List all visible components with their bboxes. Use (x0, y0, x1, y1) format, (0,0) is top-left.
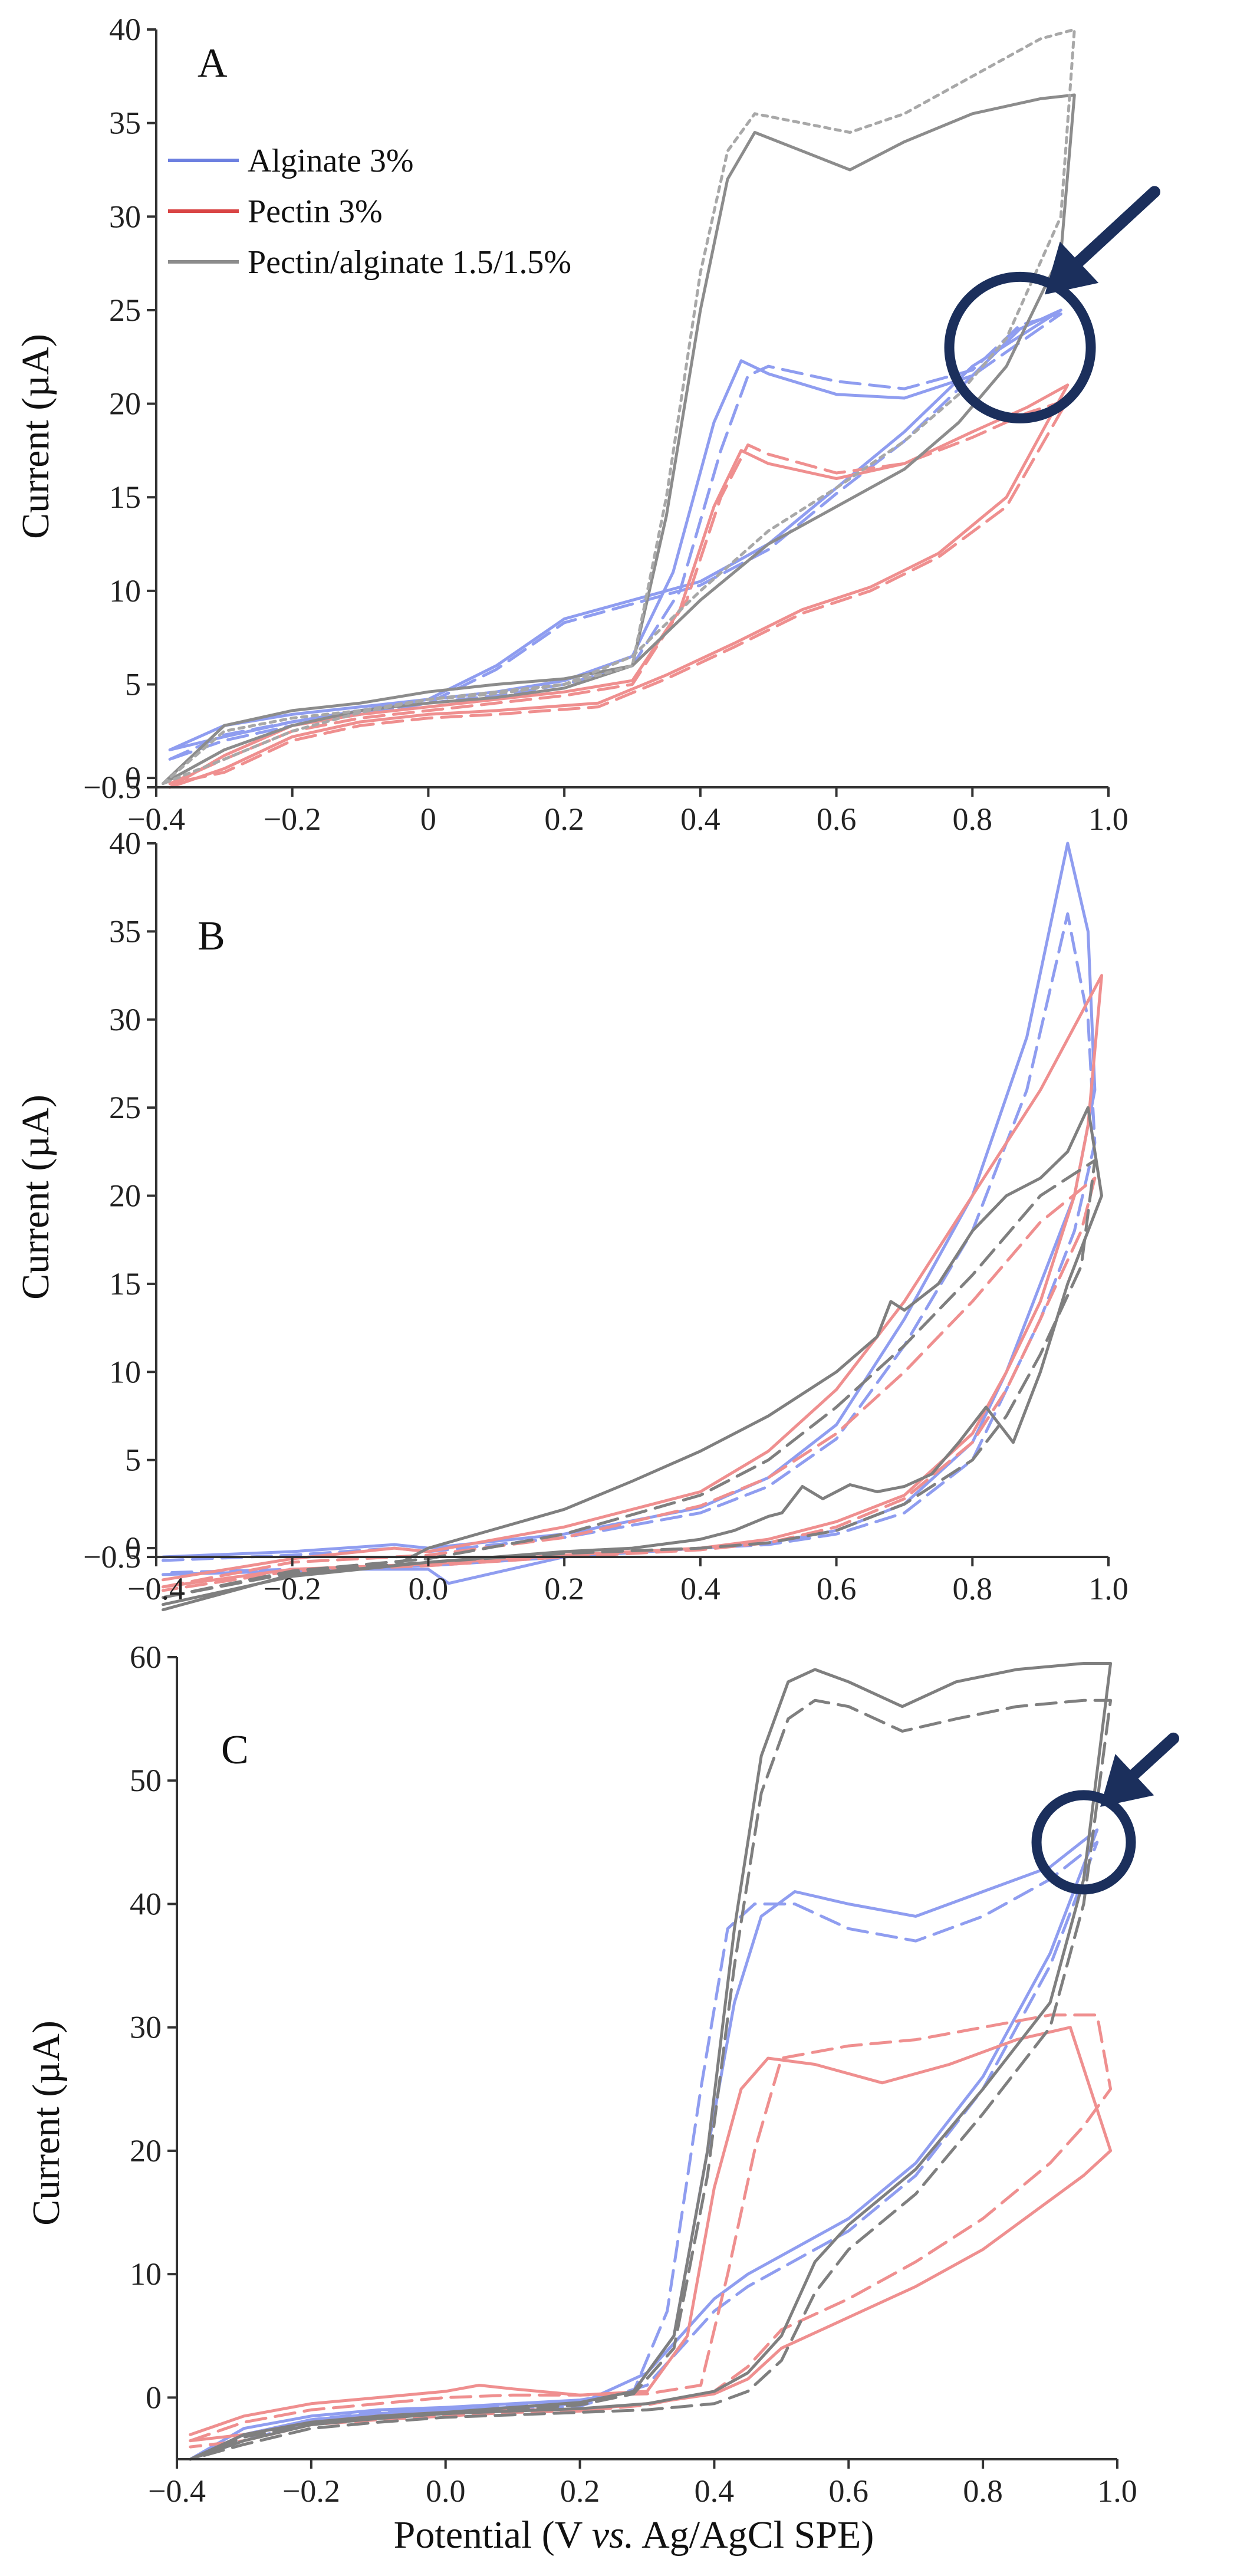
x-axis-title: Potential (V vs. Ag/AgCl SPE) (394, 2513, 874, 2557)
y-tick-label: 50 (130, 1763, 162, 1798)
series-b-5-dash (162, 1159, 1097, 1599)
series-a-3-dash (168, 398, 1070, 786)
x-tick-label: −0.2 (264, 801, 321, 837)
series-b-4-solid (162, 1106, 1103, 1612)
y-tick-label: −0.5 (83, 1539, 141, 1575)
chart-panel-b: −0.4 −0.2 0.0 0.2 0.4 0.6 0.8 1.0 −0.50 5 10 15 20 25… (14, 826, 1128, 1612)
x-tick-label: 0.0 (409, 1571, 449, 1606)
arrow-head-icon (1100, 1754, 1154, 1807)
x-tick-label: 0.2 (544, 1571, 584, 1606)
x-axis-title-italic: vs. (592, 2513, 634, 2557)
series-b-3-dash (162, 1177, 1097, 1592)
legend-item-alginate: Alginate 3% (168, 143, 413, 179)
panel-c-series (189, 1662, 1113, 2461)
y-axis-title-a: Current (µA) (14, 334, 57, 539)
y-tick-label: 35 (109, 106, 141, 141)
y-tick-label: 40 (109, 12, 141, 47)
series-c-3-dash (189, 2013, 1113, 2449)
y-tick-label: 10 (130, 2256, 162, 2292)
series-c-4-solid (189, 1662, 1113, 2461)
series-a-4-solid (162, 93, 1076, 786)
x-tick-label: 0 (420, 801, 436, 837)
x-tick-label: 1.0 (1088, 1571, 1128, 1606)
x-tick-label: −0.2 (264, 1571, 321, 1606)
y-axis-title-c: Current (µA) (25, 2020, 68, 2226)
x-axis-title-main: Potential (V (394, 2513, 592, 2557)
panel-b-series (162, 842, 1103, 1612)
panel-a-axes: −0.4 −0.2 0 0.2 0.4 0.6 0.8 1.0−0.5051015202530… (83, 12, 1161, 837)
highlight-circle (944, 271, 1096, 423)
x-tick-label: 0.2 (544, 801, 584, 837)
x-tick-label: −0.4 (148, 2473, 206, 2509)
chart-panel-c: −0.4 −0.2 0.0 0.2 0.4 0.6 0.8 1.00102030405060 … (25, 1639, 1180, 2509)
y-tick-label: 5 (125, 666, 141, 702)
legend: Alginate 3% Pectin 3% Pectin/alginate 1.… (168, 143, 571, 281)
x-tick-label: 0.6 (817, 801, 857, 837)
arrow-head-icon (1045, 241, 1099, 295)
legend-item-pectin: Pectin 3% (168, 193, 383, 230)
x-tick-label: 0.6 (829, 2473, 869, 2509)
panel-label-b: B (198, 914, 225, 959)
y-tick-label: 30 (130, 2010, 162, 2045)
x-axis-title-tail: Ag/AgCl SPE) (634, 2513, 874, 2557)
x-tick-label: 0.4 (680, 1571, 720, 1606)
y-tick-label: 15 (109, 479, 141, 515)
y-tick-label: 10 (109, 1354, 141, 1389)
y-tick-label: 10 (109, 573, 141, 609)
panel-b-axes: −0.4 −0.2 0.0 0.2 0.4 0.6 0.8 1.0 −0.50 5 10 15 20 25… (83, 826, 1128, 1606)
y-tick-label: 20 (130, 2133, 162, 2168)
y-tick-label: 25 (109, 1090, 141, 1125)
legend-label-alginate: Alginate 3% (248, 143, 413, 179)
panel-label-a: A (198, 41, 228, 86)
panel-c-axes: −0.4 −0.2 0.0 0.2 0.4 0.6 0.8 1.0 0 10 20 30 40 50 60 (130, 1639, 1180, 2509)
y-tick-label: 40 (130, 1886, 162, 1921)
panel-label-c: C (221, 1727, 249, 1773)
y-tick-label: 0 (146, 2380, 162, 2415)
y-tick-label: −0.5 (83, 770, 141, 805)
y-tick-label: 30 (109, 1002, 141, 1037)
x-tick-label: 0.4 (695, 2473, 735, 2509)
y-tick-label: 25 (109, 293, 141, 328)
y-tick-label: 60 (130, 1639, 162, 1675)
series-a-5-dot (162, 28, 1076, 786)
legend-item-pectin-alginate: Pectin/alginate 1.5/1.5% (168, 244, 571, 281)
x-tick-label: 1.0 (1097, 2473, 1137, 2509)
y-tick-label: 0 (125, 1530, 141, 1566)
y-tick-label: 30 (109, 199, 141, 234)
x-tick-label: 0.2 (560, 2473, 600, 2509)
series-c-5-dash (189, 1698, 1113, 2461)
chart-panel-a: −0.4 −0.2 0 0.2 0.4 0.6 0.8 1.0−0.5051015202530… (14, 12, 1161, 837)
y-tick-label: 20 (109, 386, 141, 422)
x-tick-label: 0.4 (680, 801, 720, 837)
y-tick-label: 15 (109, 1266, 141, 1302)
x-tick-label: 0.8 (953, 1571, 993, 1606)
x-tick-label: −0.4 (127, 801, 185, 837)
y-tick-label: 5 (125, 1443, 141, 1478)
x-tick-label: 1.0 (1088, 801, 1128, 837)
y-tick-label: 35 (109, 914, 141, 949)
x-tick-label: 0.6 (817, 1571, 857, 1606)
highlight-circle (1031, 1790, 1136, 1895)
x-tick-label: 0.8 (953, 801, 993, 837)
legend-label-pectin-alginate: Pectin/alginate 1.5/1.5% (248, 244, 571, 281)
x-tick-label: −0.2 (282, 2473, 340, 2509)
x-tick-label: 0.0 (426, 2473, 466, 2509)
legend-label-pectin: Pectin 3% (248, 193, 383, 230)
y-axis-title-b: Current (µA) (14, 1095, 57, 1300)
y-tick-label: 40 (109, 826, 141, 861)
y-tick-label: 20 (109, 1178, 141, 1214)
x-tick-label: −0.4 (127, 1571, 185, 1606)
x-tick-label: 0.8 (963, 2473, 1003, 2509)
y-tick-label: 0 (125, 760, 141, 796)
series-a-1-dash (168, 312, 1062, 761)
